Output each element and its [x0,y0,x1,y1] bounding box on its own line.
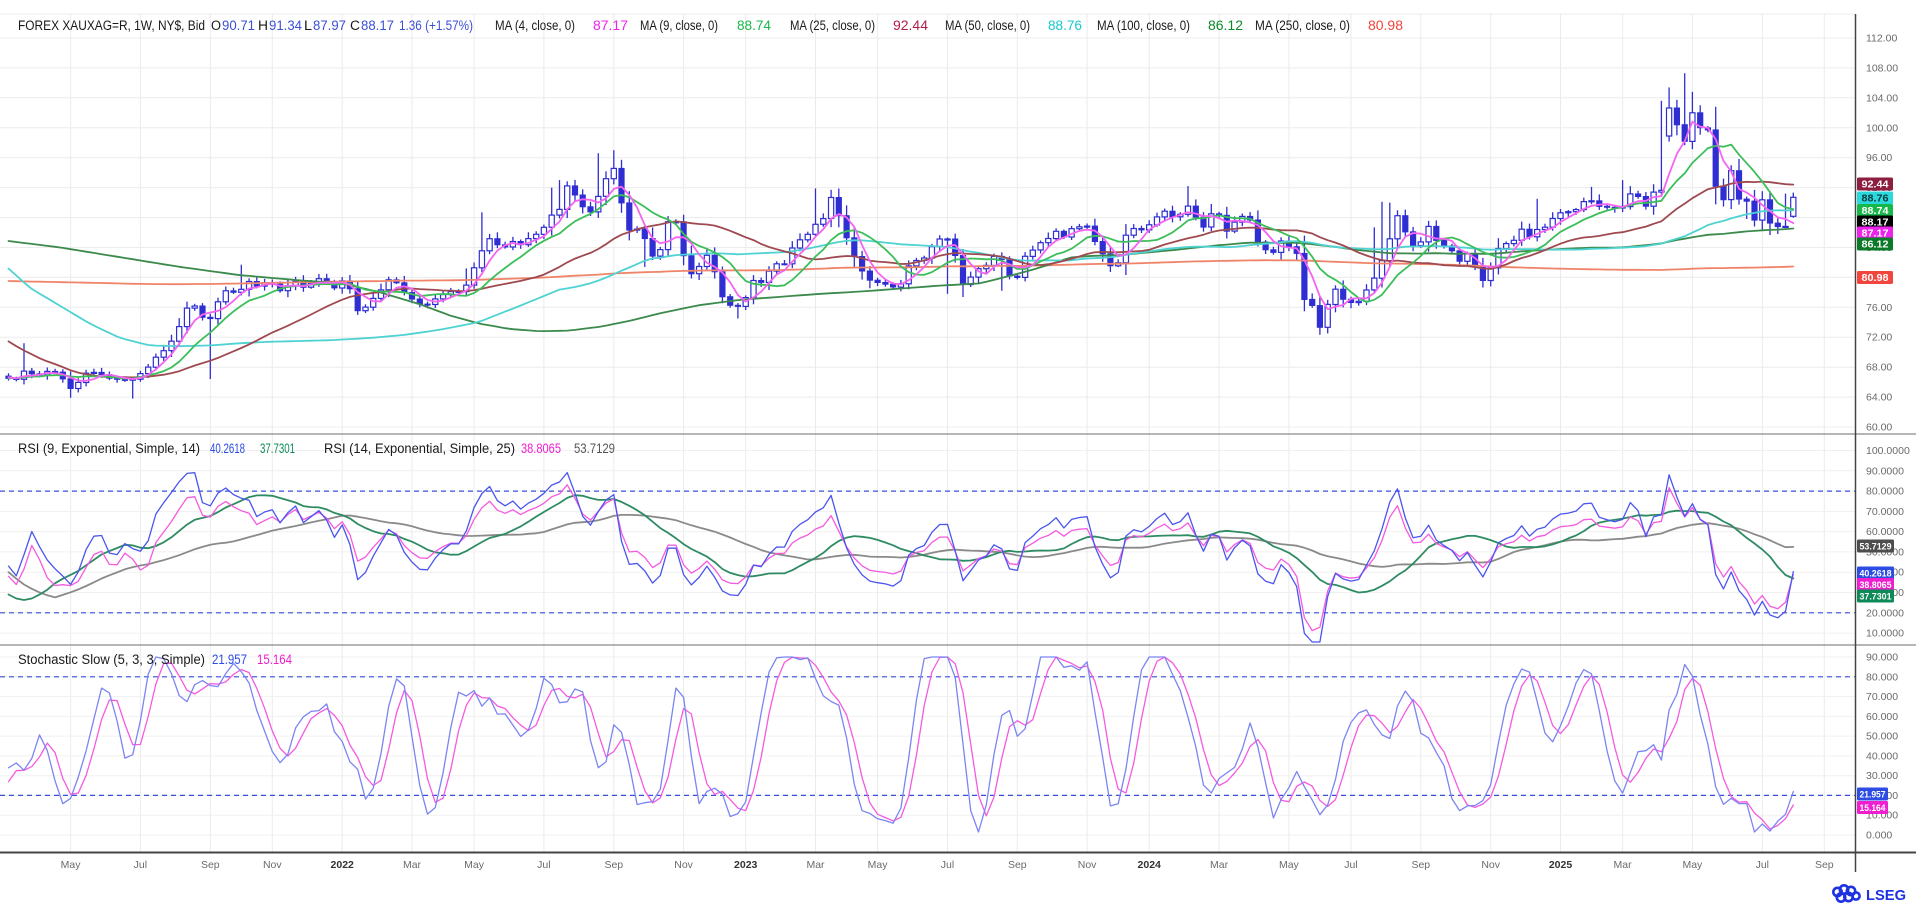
svg-text:112.00: 112.00 [1866,33,1897,45]
svg-text:80.98: 80.98 [1368,18,1403,33]
svg-text:MA (25, close, 0): MA (25, close, 0) [790,18,875,33]
svg-text:108.00: 108.00 [1866,62,1898,74]
svg-text:Sep: Sep [604,859,623,871]
svg-text:Sep: Sep [201,859,220,871]
svg-text:May: May [1279,859,1300,871]
svg-text:88.17: 88.17 [361,18,394,33]
svg-text:15.164: 15.164 [1860,803,1887,814]
svg-text:2024: 2024 [1138,859,1162,871]
svg-text:64.00: 64.00 [1866,392,1892,404]
svg-text:May: May [464,859,485,871]
svg-text:53.7129: 53.7129 [1860,542,1892,553]
svg-text:MA (4, close, 0): MA (4, close, 0) [495,18,575,33]
svg-text:Jul: Jul [941,859,954,871]
svg-text:88.76: 88.76 [1862,193,1889,205]
svg-text:37.7301: 37.7301 [260,441,295,456]
svg-text:88.76: 88.76 [1048,18,1082,33]
svg-text:10.0000: 10.0000 [1866,628,1904,640]
svg-text:21.957: 21.957 [212,652,247,667]
svg-text:104.00: 104.00 [1866,92,1898,104]
svg-text:37.7301: 37.7301 [1860,592,1893,603]
svg-text:87.97: 87.97 [313,18,346,33]
svg-text:68.00: 68.00 [1866,362,1892,374]
svg-text:30.000: 30.000 [1866,770,1898,782]
svg-text:LSEG: LSEG [1866,887,1906,904]
svg-text:50.000: 50.000 [1866,731,1898,743]
svg-text:May: May [1682,859,1703,871]
svg-text:MA (9, close, 0): MA (9, close, 0) [640,18,718,33]
svg-text:0.000: 0.000 [1866,830,1892,842]
svg-text:Sep: Sep [1815,859,1834,871]
svg-text:H: H [258,18,268,33]
svg-text:92.44: 92.44 [893,18,928,33]
svg-text:Mar: Mar [1614,859,1633,871]
svg-text:90.0000: 90.0000 [1866,465,1904,477]
svg-text:72.00: 72.00 [1866,332,1892,344]
svg-text:MA (250, close, 0): MA (250, close, 0) [1255,18,1350,33]
svg-text:Jul: Jul [1756,859,1769,871]
svg-text:May: May [61,859,82,871]
svg-text:91.34: 91.34 [269,18,302,33]
svg-text:86.12: 86.12 [1862,239,1889,251]
svg-text:96.00: 96.00 [1866,152,1892,164]
svg-text:88.17: 88.17 [1862,217,1889,229]
svg-text:40.2618: 40.2618 [210,441,245,456]
svg-text:40.000: 40.000 [1866,750,1898,762]
svg-text:2025: 2025 [1549,859,1573,871]
svg-text:Jul: Jul [134,859,147,871]
svg-text:1.36 (+1.57%): 1.36 (+1.57%) [399,18,473,33]
svg-text:100.00: 100.00 [1866,122,1898,134]
svg-text:38.8065: 38.8065 [1860,580,1893,591]
svg-text:RSI (14, Exponential, Simple,: RSI (14, Exponential, Simple, 25) [324,441,515,456]
svg-text:Mar: Mar [806,859,825,871]
svg-text:87.17: 87.17 [1862,228,1889,240]
svg-text:76.00: 76.00 [1866,302,1892,314]
svg-text:Jul: Jul [1344,859,1357,871]
svg-text:90.71: 90.71 [222,18,255,33]
svg-text:70.0000: 70.0000 [1866,506,1904,518]
svg-text:90.000: 90.000 [1866,652,1898,664]
svg-text:60.00: 60.00 [1866,422,1892,434]
svg-text:MA (50, close, 0): MA (50, close, 0) [945,18,1030,33]
svg-text:15.164: 15.164 [257,652,292,667]
svg-text:RSI (9, Exponential, Simple, 1: RSI (9, Exponential, Simple, 14) [18,441,200,456]
svg-text:Stochastic Slow (5, 3, 3, Simp: Stochastic Slow (5, 3, 3, Simple) [18,652,205,667]
svg-text:Nov: Nov [1481,859,1500,871]
svg-text:86.12: 86.12 [1208,18,1243,33]
svg-text:MA (100, close, 0): MA (100, close, 0) [1097,18,1190,33]
svg-text:88.74: 88.74 [737,18,771,33]
svg-text:60.000: 60.000 [1866,711,1898,723]
svg-text:60.0000: 60.0000 [1866,526,1904,538]
svg-text:Mar: Mar [403,859,422,871]
svg-text:80.98: 80.98 [1862,272,1889,284]
svg-text:Nov: Nov [1078,859,1097,871]
svg-text:88.74: 88.74 [1862,205,1889,217]
svg-text:Nov: Nov [674,859,693,871]
svg-text:38.8065: 38.8065 [521,441,561,456]
svg-text:L: L [304,18,313,33]
svg-text:FOREX XAUXAG=R, 1W, NY$, Bid: FOREX XAUXAG=R, 1W, NY$, Bid [18,18,205,33]
svg-text:80.0000: 80.0000 [1866,486,1904,498]
svg-text:80.000: 80.000 [1866,671,1898,683]
svg-text:Mar: Mar [1210,859,1229,871]
svg-text:21.957: 21.957 [1860,790,1886,801]
svg-text:O: O [211,18,221,33]
svg-text:100.0000: 100.0000 [1866,445,1910,457]
svg-text:2023: 2023 [734,859,758,871]
svg-text:92.44: 92.44 [1862,179,1889,191]
svg-text:2022: 2022 [331,859,355,871]
svg-text:May: May [868,859,889,871]
svg-text:Jul: Jul [537,859,550,871]
svg-text:20.0000: 20.0000 [1866,607,1904,619]
svg-text:C: C [350,18,360,33]
svg-text:Sep: Sep [1411,859,1430,871]
svg-text:87.17: 87.17 [593,18,628,33]
svg-text:Nov: Nov [263,859,282,871]
svg-text:40.2618: 40.2618 [1860,569,1892,580]
svg-text:Sep: Sep [1008,859,1027,871]
svg-text:53.7129: 53.7129 [574,441,615,456]
svg-text:70.000: 70.000 [1866,691,1898,703]
